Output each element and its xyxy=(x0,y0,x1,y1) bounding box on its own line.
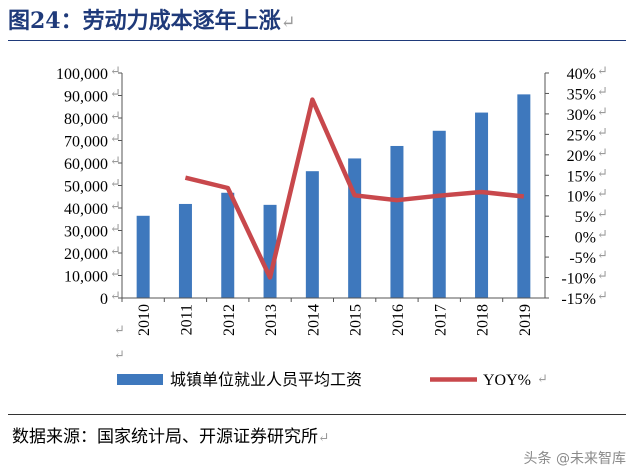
x-tick-label: 2014 xyxy=(305,304,322,336)
bar-2019 xyxy=(517,94,531,299)
right-tick-label: 15% xyxy=(567,168,596,185)
right-tick-label: -15% xyxy=(561,291,596,308)
return-mark: ↵ xyxy=(110,153,121,168)
legend-bar-label: 城镇单位就业人员平均工资 xyxy=(170,371,362,389)
left-tick-label: 100,000 xyxy=(56,66,108,83)
return-mark: ↵ xyxy=(597,83,608,98)
left-tick-label: 50,000 xyxy=(64,179,108,196)
right-tick-label: 10% xyxy=(567,189,596,206)
return-mark: ↵ xyxy=(597,288,608,303)
right-tick-label: 35% xyxy=(567,86,596,103)
right-tick-label: 20% xyxy=(567,148,596,165)
x-tick-label: 2012 xyxy=(221,304,238,336)
return-mark: ↵ xyxy=(110,108,121,123)
return-mark: ↵ xyxy=(597,268,608,283)
x-tick-label: 2016 xyxy=(390,304,407,336)
left-tick-label: 40,000 xyxy=(64,201,108,218)
right-tick-label: 0% xyxy=(575,230,596,247)
legend-bar-swatch xyxy=(117,374,163,385)
bar-2018 xyxy=(475,112,489,299)
return-mark: ↵ xyxy=(114,347,125,362)
right-tick-label: 5% xyxy=(575,209,596,226)
bar-2011 xyxy=(178,203,192,298)
x-tick-label: 2013 xyxy=(263,304,280,336)
bar-2016 xyxy=(390,145,404,298)
return-mark: ↵ xyxy=(110,266,121,281)
figure-title: 图24：劳动力成本逐年上涨↵ xyxy=(8,8,296,34)
left-tick-label: 0 xyxy=(100,291,108,308)
right-tick-label: 30% xyxy=(567,107,596,124)
left-tick-label: 80,000 xyxy=(64,111,108,128)
return-mark: ↵ xyxy=(537,371,548,386)
return-mark: ↵ xyxy=(597,124,608,139)
return-mark: ↵ xyxy=(110,198,121,213)
legend-line-label: YOY% xyxy=(483,372,531,389)
return-mark: ↵ xyxy=(597,247,608,262)
bar-2015 xyxy=(348,158,362,298)
left-tick-label: 90,000 xyxy=(64,89,108,106)
x-tick-label: 2018 xyxy=(475,304,492,336)
bar-2010 xyxy=(136,215,150,298)
yoy-line xyxy=(184,97,525,280)
left-tick-label: 60,000 xyxy=(64,156,108,173)
return-mark: ↵ xyxy=(597,206,608,221)
left-tick-label: 20,000 xyxy=(64,246,108,263)
return-mark: ↵ xyxy=(110,131,121,146)
x-tick-label: 2019 xyxy=(517,304,534,336)
source-note: 数据来源：国家统计局、开源证券研究所↵ xyxy=(12,427,330,447)
return-mark: ↵ xyxy=(597,104,608,119)
right-tick-label: 25% xyxy=(567,127,596,144)
return-mark: ↵ xyxy=(597,186,608,201)
return-mark: ↵ xyxy=(597,227,608,242)
left-tick-label: 10,000 xyxy=(64,269,108,286)
source-rule xyxy=(8,414,626,415)
watermark: 头条 @未来智库 xyxy=(523,451,626,467)
right-tick-label: -10% xyxy=(561,271,596,288)
return-mark: ↵ xyxy=(110,63,121,78)
bar-2014 xyxy=(305,171,319,298)
return-mark: ↵ xyxy=(597,145,608,160)
return-mark: ↵ xyxy=(110,221,121,236)
return-mark: ↵ xyxy=(110,243,121,258)
title-rule xyxy=(8,40,626,41)
return-mark: ↵ xyxy=(110,288,121,303)
right-tick-label: -5% xyxy=(569,250,596,267)
right-tick-label: 40% xyxy=(567,66,596,83)
bar-2012 xyxy=(221,192,235,298)
return-mark: ↵ xyxy=(114,322,125,337)
return-mark: ↵ xyxy=(110,86,121,101)
left-tick-label: 30,000 xyxy=(64,224,108,241)
left-tick-label: 70,000 xyxy=(64,134,108,151)
x-tick-label: 2010 xyxy=(136,304,153,336)
return-mark: ↵ xyxy=(597,63,608,78)
x-tick-label: 2015 xyxy=(348,304,365,336)
return-mark: ↵ xyxy=(110,176,121,191)
bar-2017 xyxy=(432,130,446,298)
x-tick-label: 2011 xyxy=(178,304,195,335)
x-tick-label: 2017 xyxy=(432,304,449,336)
return-mark: ↵ xyxy=(597,165,608,180)
